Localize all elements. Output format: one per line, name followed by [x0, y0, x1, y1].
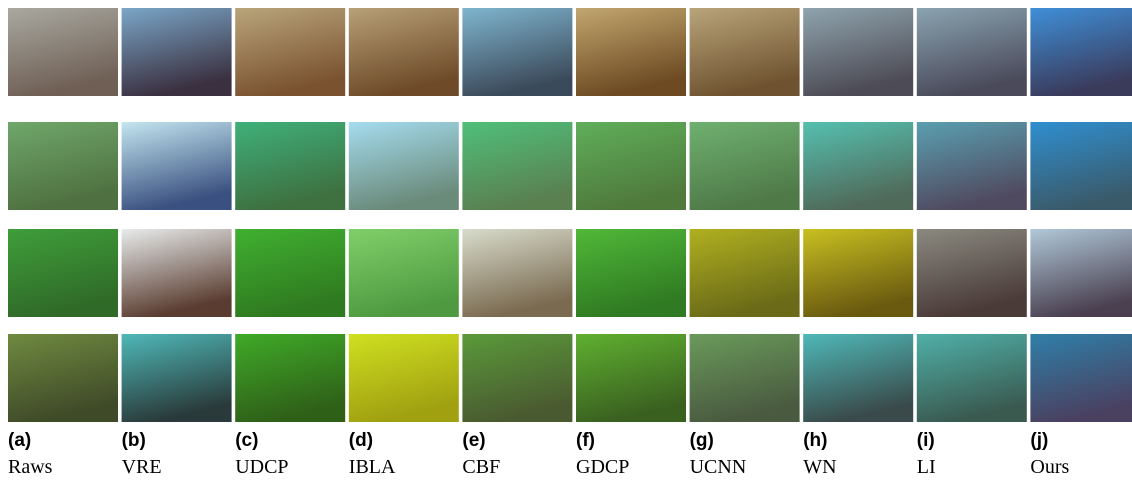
method-name: Raws — [8, 456, 53, 478]
column-letter: (j) — [1030, 430, 1048, 451]
result-image — [122, 334, 232, 422]
result-image — [349, 334, 459, 422]
result-image — [122, 122, 232, 210]
result-image — [122, 229, 232, 317]
result-image — [917, 229, 1027, 317]
method-name: Ours — [1030, 456, 1069, 478]
result-image — [803, 229, 913, 317]
column-letter: (h) — [803, 430, 827, 451]
method-name: IBLA — [349, 456, 396, 478]
column-letter: (c) — [235, 430, 258, 451]
method-name: LI — [917, 456, 936, 478]
result-image — [917, 8, 1027, 96]
method-name: GDCP — [576, 456, 629, 478]
result-image — [462, 122, 572, 210]
column-letter: (e) — [462, 430, 485, 451]
result-image — [235, 8, 345, 96]
result-image — [803, 122, 913, 210]
result-image — [690, 229, 800, 317]
method-name: UDCP — [235, 456, 288, 478]
column-letter: (d) — [349, 430, 373, 451]
result-image — [349, 229, 459, 317]
result-image — [917, 334, 1027, 422]
column-letter: (a) — [8, 430, 31, 451]
result-image — [8, 334, 118, 422]
result-image — [1030, 334, 1132, 422]
result-image — [576, 334, 686, 422]
result-image — [576, 8, 686, 96]
result-image — [917, 122, 1027, 210]
result-image — [690, 334, 800, 422]
result-image — [690, 122, 800, 210]
result-image — [235, 229, 345, 317]
result-image — [1030, 122, 1132, 210]
result-image — [8, 8, 118, 96]
result-image — [1030, 8, 1132, 96]
column-letter: (f) — [576, 430, 595, 451]
method-name: UCNN — [690, 456, 747, 478]
result-image — [349, 8, 459, 96]
result-image — [1030, 229, 1132, 317]
result-image — [803, 8, 913, 96]
result-image — [462, 8, 572, 96]
method-name: CBF — [462, 456, 500, 478]
result-image — [122, 8, 232, 96]
result-image — [576, 122, 686, 210]
result-image — [8, 229, 118, 317]
result-image — [235, 334, 345, 422]
result-image — [8, 122, 118, 210]
result-image — [462, 229, 572, 317]
figure: (a) Raws (b) VRE (c) UDCP (d) IBLA (e) CBF (f) GDCP… — [0, 0, 1132, 483]
result-image — [235, 122, 345, 210]
result-image — [690, 8, 800, 96]
method-name: VRE — [122, 456, 162, 478]
result-image — [349, 122, 459, 210]
result-image — [576, 229, 686, 317]
column-letter: (g) — [690, 430, 714, 451]
method-name: WN — [803, 456, 836, 478]
result-image — [803, 334, 913, 422]
result-image — [462, 334, 572, 422]
column-letter: (i) — [917, 430, 935, 451]
column-letter: (b) — [122, 430, 146, 451]
